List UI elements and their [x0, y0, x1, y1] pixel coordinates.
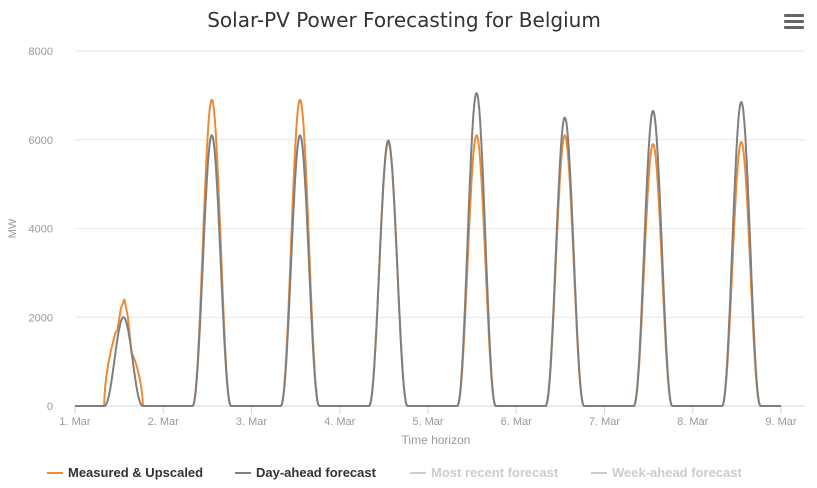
legend-item-measured-upscaled[interactable]: Measured & Upscaled: [47, 465, 203, 480]
y-tick-label: 0: [47, 401, 53, 413]
chart-legend: Measured & Upscaled Day-ahead forecast Mos…: [0, 465, 817, 485]
y-tick-label: 6000: [29, 135, 53, 147]
legend-symbol: [410, 471, 426, 474]
y-tick-label: 2000: [29, 312, 53, 324]
legend-item-day-ahead-forecast[interactable]: Day-ahead forecast: [235, 465, 376, 480]
y-axis-title: MW: [7, 218, 19, 238]
legend-label: Day-ahead forecast: [256, 465, 376, 480]
x-tick-label: 6. Mar: [501, 416, 533, 428]
x-tick-label: 4. Mar: [324, 416, 356, 428]
chart-svg: 0 2000 4000 6000 8000 1. Mar 2. Mar 3. Mar 4. Ma…: [7, 46, 805, 447]
series-line-day-ahead-forecast: [74, 92, 782, 407]
legend-symbol: [591, 471, 607, 474]
legend-item-most-recent-forecast[interactable]: Most recent forecast: [410, 465, 558, 480]
hamburger-menu-icon[interactable]: [784, 14, 804, 32]
x-tick-label: 9. Mar: [765, 416, 797, 428]
x-tick-label: 3. Mar: [236, 416, 268, 428]
series-line-measured-upscaled: [74, 98, 782, 407]
x-tick-label: 7. Mar: [589, 416, 621, 428]
y-tick-label: 8000: [29, 46, 53, 58]
legend-symbol: [47, 471, 63, 474]
y-tick-label: 4000: [29, 224, 53, 236]
legend-label: Measured & Upscaled: [68, 465, 204, 480]
legend-item-week-ahead-forecast[interactable]: Week-ahead forecast: [591, 465, 742, 480]
x-axis-title: Time horizon: [402, 433, 471, 447]
chart-title: Solar-PV Power Forecasting for Belgium: [207, 8, 601, 32]
x-tick-label: 2. Mar: [148, 416, 180, 428]
legend-label: Most recent forecast: [431, 465, 559, 480]
x-tick-label: 5. Mar: [412, 416, 444, 428]
legend-symbol: [235, 471, 251, 474]
x-tick-label: 8. Mar: [677, 416, 709, 428]
x-tick-label: 1. Mar: [59, 416, 91, 428]
legend-label: Week-ahead forecast: [612, 465, 742, 480]
